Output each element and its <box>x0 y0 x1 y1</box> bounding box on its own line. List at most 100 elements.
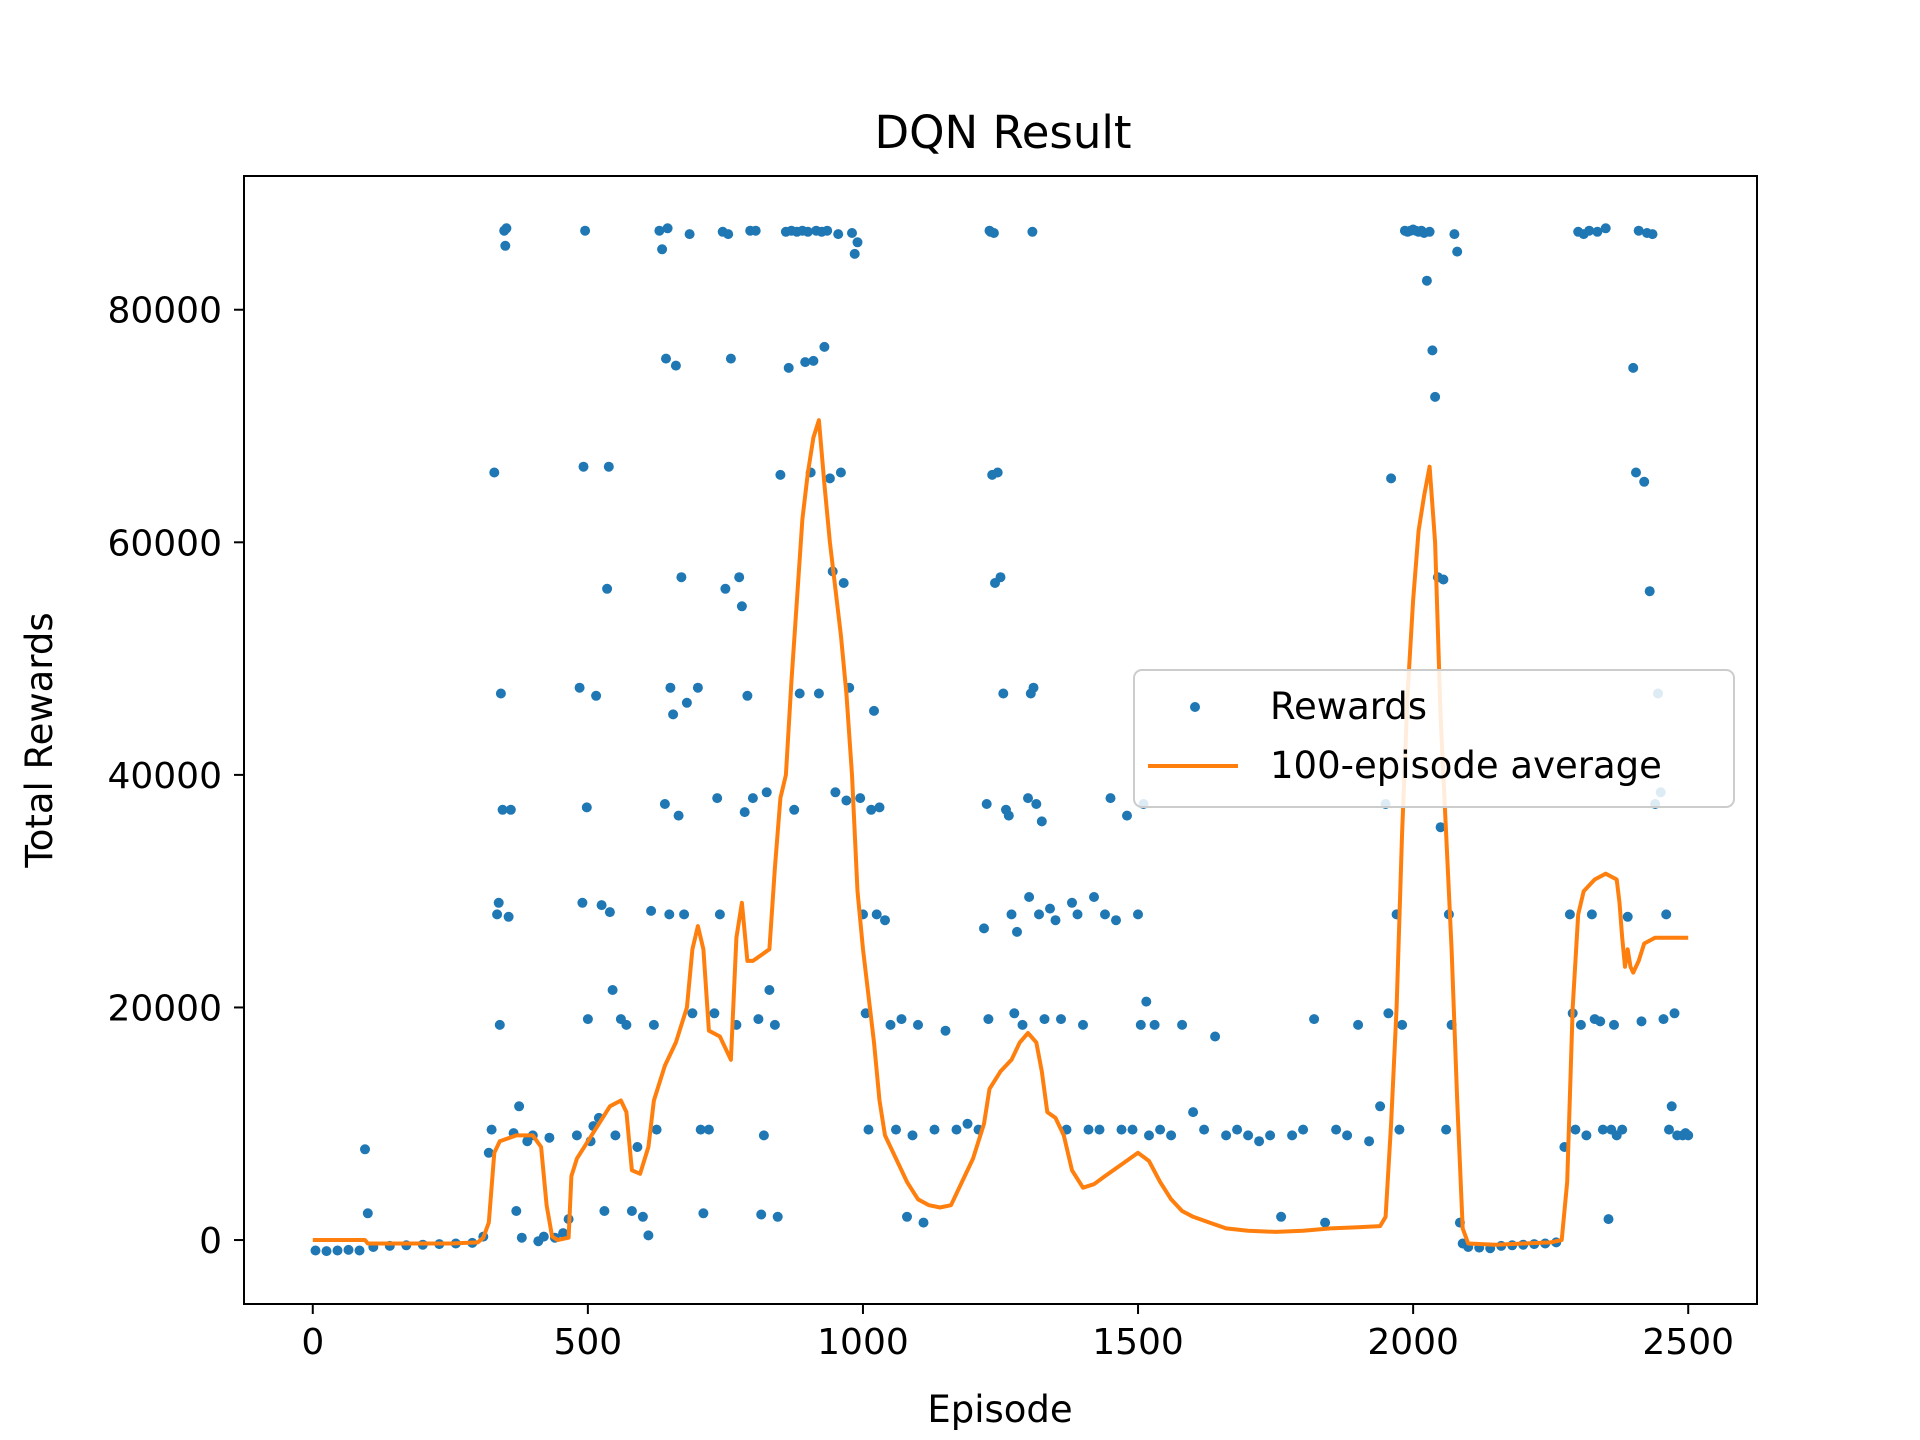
reward-point <box>1089 892 1099 902</box>
x-tick-label: 1500 <box>1092 1322 1184 1363</box>
reward-point <box>1012 926 1022 937</box>
reward-point <box>695 1124 706 1135</box>
reward-point <box>885 1019 896 1030</box>
reward-point <box>1441 1124 1452 1135</box>
reward-point <box>822 225 833 236</box>
reward-point <box>1597 1124 1608 1135</box>
reward-point <box>855 793 866 804</box>
reward-point <box>1141 996 1152 1007</box>
reward-point <box>1006 909 1017 920</box>
reward-point <box>511 1206 522 1216</box>
reward-point <box>578 461 589 472</box>
reward-point <box>913 1019 923 1030</box>
reward-point <box>1636 1016 1647 1027</box>
reward-point <box>835 467 846 478</box>
reward-point <box>497 804 508 815</box>
reward-point <box>626 1206 637 1216</box>
reward-point <box>747 793 758 804</box>
reward-point <box>483 1147 494 1158</box>
reward-point <box>659 799 670 809</box>
reward-point <box>880 915 890 926</box>
reward-point <box>1149 1019 1160 1030</box>
reward-point <box>516 1232 527 1243</box>
reward-point <box>1386 473 1397 484</box>
reward-point <box>841 795 852 806</box>
reward-point <box>646 905 657 916</box>
average-line <box>312 418 1689 1247</box>
reward-point <box>610 1130 621 1141</box>
reward-point <box>643 1230 654 1241</box>
reward-point <box>1056 1014 1066 1025</box>
reward-point <box>783 362 794 373</box>
reward-point <box>951 1124 962 1135</box>
reward-point <box>1683 1130 1694 1141</box>
reward-point <box>1600 223 1611 234</box>
reward-point <box>621 1019 632 1030</box>
reward-point <box>1661 909 1672 920</box>
reward-point <box>657 244 668 255</box>
x-axis-label: Episode <box>927 1388 1072 1431</box>
reward-point <box>362 1208 373 1219</box>
reward-point <box>661 353 671 364</box>
reward-point <box>1342 1130 1353 1141</box>
reward-point <box>602 583 613 594</box>
reward-point <box>673 810 684 821</box>
reward-point <box>789 804 800 815</box>
reward-point <box>1111 915 1121 926</box>
plot-area <box>310 223 1694 1257</box>
reward-point <box>1078 1019 1088 1030</box>
reward-point <box>742 690 753 701</box>
reward-point <box>1265 1130 1276 1141</box>
reward-point <box>940 1025 951 1036</box>
reward-point <box>1631 467 1641 478</box>
reward-point <box>1105 793 1116 804</box>
reward-point <box>1581 1130 1592 1141</box>
reward-point <box>896 1014 907 1025</box>
reward-point <box>1639 476 1650 487</box>
reward-point <box>1394 1124 1405 1135</box>
reward-point <box>979 923 989 934</box>
reward-point <box>775 469 786 480</box>
y-axis-label: Total Rewards <box>18 612 61 868</box>
reward-point <box>1243 1130 1254 1141</box>
legend-box <box>1133 669 1735 808</box>
reward-point <box>580 225 591 236</box>
reward-point <box>1435 822 1446 833</box>
reward-point <box>637 1211 648 1222</box>
reward-point <box>1276 1211 1287 1222</box>
reward-point <box>1031 799 1042 809</box>
reward-point <box>907 1130 918 1141</box>
reward-point <box>995 572 1006 583</box>
reward-point <box>544 1132 555 1143</box>
reward-point <box>800 357 811 368</box>
reward-point <box>664 909 675 920</box>
reward-point <box>761 787 772 798</box>
reward-point <box>1083 1124 1094 1135</box>
reward-point <box>1628 362 1639 373</box>
reward-point <box>681 697 692 708</box>
reward-point <box>1024 892 1035 902</box>
reward-point <box>1133 909 1143 920</box>
reward-point <box>676 572 687 583</box>
reward-point <box>1028 682 1039 693</box>
reward-point <box>736 601 747 612</box>
reward-point <box>354 1245 365 1256</box>
reward-point <box>838 578 849 588</box>
reward-point <box>1072 909 1083 920</box>
reward-point <box>1221 1130 1232 1141</box>
reward-point <box>830 787 841 798</box>
reward-point <box>1397 1019 1408 1030</box>
reward-point <box>489 467 500 478</box>
reward-point <box>1586 909 1597 920</box>
reward-point <box>1617 1124 1628 1135</box>
reward-point <box>571 1130 582 1141</box>
reward-point <box>891 1124 901 1135</box>
x-tick-label: 1000 <box>817 1322 909 1363</box>
reward-point <box>581 802 592 813</box>
reward-point <box>866 804 877 815</box>
reward-point <box>1609 1019 1619 1030</box>
reward-point <box>651 1124 662 1135</box>
reward-point <box>679 909 690 920</box>
reward-point <box>1622 911 1633 922</box>
reward-point <box>1644 586 1655 597</box>
